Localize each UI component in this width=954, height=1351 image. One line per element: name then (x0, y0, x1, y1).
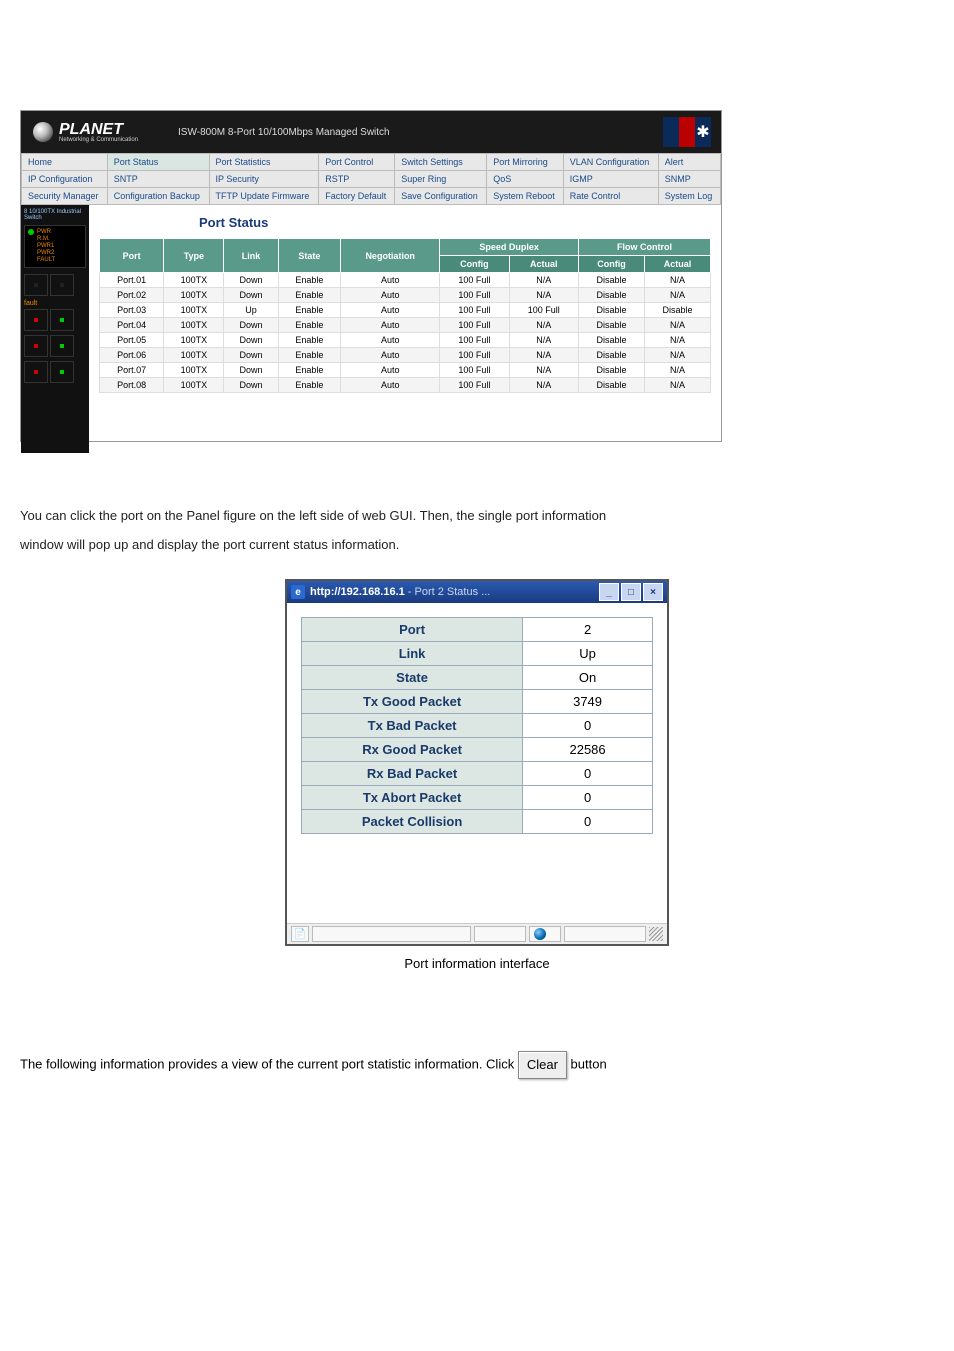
col-flow-actual: Actual (644, 256, 710, 273)
popup-caption: Port information interface (20, 956, 934, 971)
table-row: Rx Good Packet22586 (302, 738, 653, 762)
table-row: Port.04100TXDownEnableAuto100 FullN/ADis… (100, 318, 711, 333)
nav-link[interactable]: IGMP (563, 171, 658, 188)
minimize-button[interactable]: _ (599, 583, 619, 601)
sidebar-title: 8 10/100TX Industrial Switch (24, 209, 86, 221)
nav-link[interactable]: VLAN Configuration (563, 154, 658, 171)
led-label: PWR (37, 229, 55, 236)
popup-url: http://192.168.16.1 (310, 586, 405, 598)
table-row: Rx Bad Packet0 (302, 762, 653, 786)
panel-port-pair[interactable] (24, 335, 86, 357)
nav-link[interactable]: QoS (487, 171, 564, 188)
table-row: Port.07100TXDownEnableAuto100 FullN/ADis… (100, 363, 711, 378)
app-header: PLANET Networking & Communication ISW-80… (21, 111, 721, 153)
col-speed-config: Config (440, 256, 509, 273)
table-row: Tx Good Packet3749 (302, 690, 653, 714)
section-title: Port Status (199, 215, 711, 230)
popup-titlebar: e http://192.168.16.1 - Port 2 Status ..… (287, 581, 667, 603)
logo: PLANET Networking & Communication (33, 121, 138, 143)
logo-subtext: Networking & Communication (59, 137, 138, 143)
maximize-button[interactable]: □ (621, 583, 641, 601)
nav-menu: HomePort StatusPort StatisticsPort Contr… (21, 153, 721, 205)
col-port: Port (100, 239, 164, 273)
nav-link[interactable]: System Log (658, 188, 720, 205)
bottom-text: The following information provides a vie… (20, 1051, 934, 1079)
led-label: R.M. (37, 236, 55, 243)
ie-icon: e (291, 585, 305, 599)
panel-port-pair[interactable] (24, 274, 86, 296)
nav-link[interactable]: Port Control (319, 154, 395, 171)
instruction-text: You can click the port on the Panel figu… (20, 502, 934, 559)
nav-link[interactable]: SNTP (107, 171, 209, 188)
nav-link[interactable]: SNMP (658, 171, 720, 188)
nav-link[interactable]: RSTP (319, 171, 395, 188)
close-button[interactable]: × (643, 583, 663, 601)
clear-button[interactable]: Clear (518, 1051, 567, 1079)
popup-statusbar: 📄 (287, 923, 667, 944)
port-info-popup: e http://192.168.16.1 - Port 2 Status ..… (285, 579, 669, 946)
table-row: StateOn (302, 666, 653, 690)
nav-link[interactable]: Home (22, 154, 108, 171)
nav-link[interactable]: Rate Control (563, 188, 658, 205)
col-speed: Speed Duplex (440, 239, 579, 256)
col-flow: Flow Control (578, 239, 710, 256)
table-row: Port.06100TXDownEnableAuto100 FullN/ADis… (100, 348, 711, 363)
led-label: PWR2 (37, 250, 55, 257)
table-row: Port.01100TXDownEnableAuto100 FullN/ADis… (100, 273, 711, 288)
logo-globe-icon (33, 122, 53, 142)
nav-link[interactable]: Factory Default (319, 188, 395, 205)
product-title: ISW-800M 8-Port 10/100Mbps Managed Switc… (178, 127, 390, 138)
resize-grip-icon[interactable] (649, 927, 663, 941)
table-row: Tx Abort Packet0 (302, 786, 653, 810)
col-neg: Negotiation (341, 239, 440, 273)
table-row: Port.03100TXUpEnableAuto100 Full100 Full… (100, 303, 711, 318)
table-row: Port.02100TXDownEnableAuto100 FullN/ADis… (100, 288, 711, 303)
col-speed-actual: Actual (509, 256, 578, 273)
nav-link[interactable]: Super Ring (395, 171, 487, 188)
port-status-screenshot: PLANET Networking & Communication ISW-80… (20, 110, 722, 442)
nav-link[interactable]: Save Configuration (395, 188, 487, 205)
status-doc-icon: 📄 (291, 926, 309, 942)
nav-link[interactable]: Port Mirroring (487, 154, 564, 171)
table-row: Port.05100TXDownEnableAuto100 FullN/ADis… (100, 333, 711, 348)
nav-link[interactable]: Alert (658, 154, 720, 171)
led-label: FAULT (37, 257, 55, 264)
col-link: Link (224, 239, 278, 273)
internet-zone-icon (534, 928, 546, 940)
table-row: LinkUp (302, 642, 653, 666)
main-content: Port Status Port Type Link State Negotia… (89, 205, 721, 453)
system-led-block: PWRR.M.PWR1PWR2FAULT (24, 225, 86, 268)
table-row: Port.08100TXDownEnableAuto100 FullN/ADis… (100, 378, 711, 393)
fault-label: fault (24, 300, 86, 307)
device-panel-sidebar: 8 10/100TX Industrial Switch PWRR.M.PWR1… (21, 205, 89, 453)
nav-link[interactable]: Security Manager (22, 188, 108, 205)
nav-link[interactable]: IP Security (209, 171, 319, 188)
flag-icon: ✱ (663, 117, 711, 147)
nav-link[interactable]: Port Status (107, 154, 209, 171)
table-row: Port2 (302, 618, 653, 642)
col-state: State (278, 239, 341, 273)
col-flow-config: Config (578, 256, 644, 273)
nav-link[interactable]: Configuration Backup (107, 188, 209, 205)
panel-port-pair[interactable] (24, 309, 86, 331)
port-info-table: Port2LinkUpStateOnTx Good Packet3749Tx B… (301, 617, 653, 834)
nav-link[interactable]: TFTP Update Firmware (209, 188, 319, 205)
nav-link[interactable]: Switch Settings (395, 154, 487, 171)
panel-port-pair[interactable] (24, 361, 86, 383)
popup-title-rest: - Port 2 Status ... (408, 586, 599, 598)
col-type: Type (164, 239, 224, 273)
led-label: PWR1 (37, 243, 55, 250)
nav-link[interactable]: System Reboot (487, 188, 564, 205)
table-row: Packet Collision0 (302, 810, 653, 834)
port-status-table: Port Type Link State Negotiation Speed D… (99, 238, 711, 393)
nav-link[interactable]: IP Configuration (22, 171, 108, 188)
nav-link[interactable]: Port Statistics (209, 154, 319, 171)
table-row: Tx Bad Packet0 (302, 714, 653, 738)
